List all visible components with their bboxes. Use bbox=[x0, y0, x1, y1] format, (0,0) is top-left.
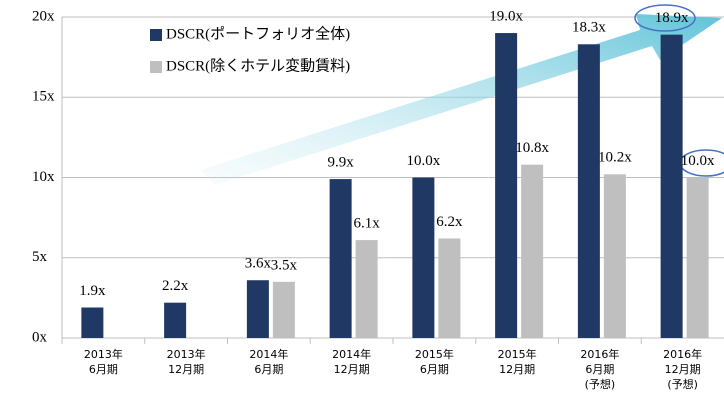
value-label: 2.2x bbox=[162, 278, 189, 294]
x-tick-label: (予想) bbox=[585, 377, 616, 391]
x-tick-label: 2016年 bbox=[580, 347, 619, 361]
legend-label: DSCR(ポートフォリオ全体) bbox=[166, 24, 350, 42]
y-tick-label: 10x bbox=[32, 169, 55, 185]
x-tick-label: 6月期 bbox=[420, 363, 449, 376]
bar bbox=[272, 281, 295, 338]
x-tick-label: 2013年 bbox=[84, 347, 123, 361]
x-tick-label: 2013年 bbox=[167, 347, 206, 361]
y-tick-label: 0x bbox=[32, 329, 48, 345]
bar bbox=[495, 33, 518, 339]
x-tick-label: (予想) bbox=[667, 377, 698, 391]
value-label: 10.0x bbox=[407, 153, 441, 169]
value-label: 18.9x bbox=[655, 10, 689, 26]
x-tick-label: 6月期 bbox=[89, 363, 118, 376]
x-tick-label: 12月期 bbox=[168, 363, 204, 376]
bar bbox=[603, 174, 626, 338]
bar bbox=[412, 177, 435, 338]
value-label: 10.8x bbox=[515, 140, 549, 156]
y-tick-label: 15x bbox=[32, 89, 55, 105]
x-tick-label: 12月期 bbox=[499, 363, 535, 376]
value-label: 1.9x bbox=[79, 283, 106, 299]
bar bbox=[686, 177, 709, 338]
value-label: 10.0x bbox=[681, 153, 715, 169]
legend-swatch bbox=[150, 29, 162, 41]
x-tick-label: 6月期 bbox=[585, 363, 614, 376]
legend-label: DSCR(除くホテル変動賃料) bbox=[166, 57, 350, 74]
x-tick-label: 2014年 bbox=[332, 347, 371, 361]
value-label: 3.5x bbox=[271, 257, 298, 273]
x-tick-label: 2014年 bbox=[249, 347, 288, 361]
bar bbox=[81, 307, 104, 338]
value-label: 6.1x bbox=[354, 216, 381, 232]
bar bbox=[660, 34, 683, 338]
bar bbox=[246, 280, 269, 338]
bar bbox=[329, 179, 352, 338]
y-tick-label: 5x bbox=[32, 249, 48, 265]
bar bbox=[355, 240, 378, 338]
bar bbox=[521, 164, 544, 338]
bar bbox=[577, 44, 600, 338]
value-label: 10.2x bbox=[598, 150, 632, 166]
x-tick-label: 12月期 bbox=[334, 363, 370, 376]
x-tick-label: 2016年 bbox=[663, 347, 702, 361]
y-tick-label: 20x bbox=[32, 8, 55, 24]
value-label: 18.3x bbox=[572, 20, 606, 36]
x-tick-label: 2015年 bbox=[498, 347, 537, 361]
x-tick-label: 12月期 bbox=[665, 363, 701, 376]
legend-swatch bbox=[150, 61, 162, 73]
x-tick-label: 2015年 bbox=[415, 347, 454, 361]
highlight bbox=[634, 4, 696, 32]
value-label: 9.9x bbox=[328, 155, 355, 171]
x-tick-label: 6月期 bbox=[254, 363, 283, 376]
bar bbox=[164, 302, 187, 338]
value-label: 19.0x bbox=[489, 8, 523, 24]
bar bbox=[438, 238, 461, 338]
value-label: 3.6x bbox=[245, 256, 272, 272]
value-label: 6.2x bbox=[436, 214, 463, 230]
